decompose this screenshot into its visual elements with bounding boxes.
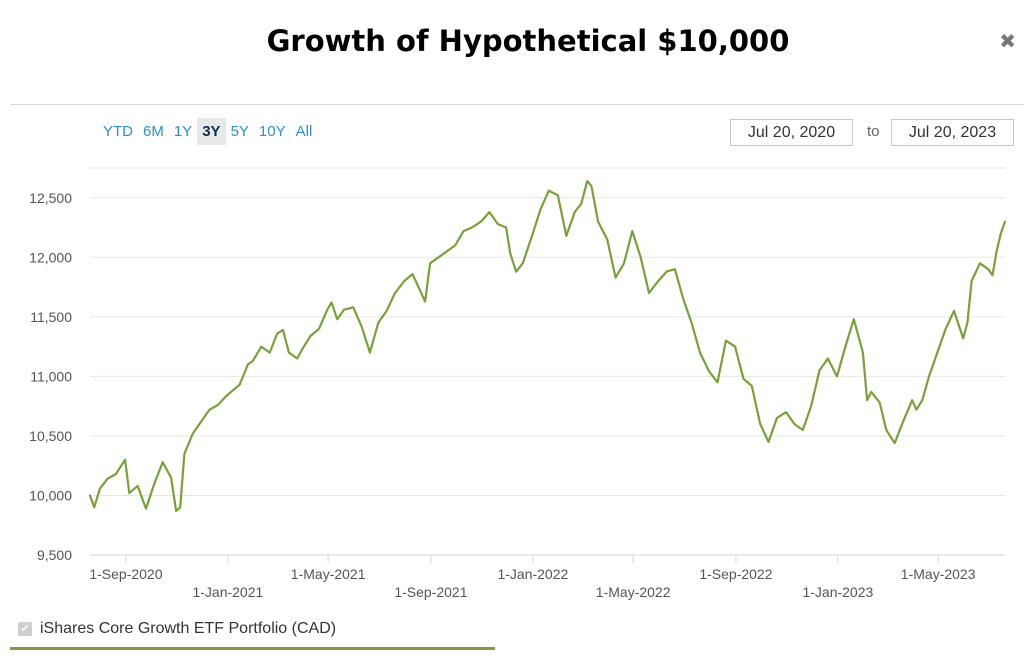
x-tick-label: 1-Jan-2023 — [802, 584, 873, 600]
x-tick-label: 1-Jan-2021 — [192, 584, 263, 600]
y-tick-label: 12,000 — [29, 249, 72, 265]
x-tick-label: 1-Sep-2020 — [89, 566, 162, 582]
range-button-10y[interactable]: 10Y — [258, 123, 286, 140]
growth-line-chart: 9,500 10,000 10,500 11,000 11,500 12,000 12,50… — [29, 167, 1007, 600]
x-tick-label: 1-May-2022 — [596, 584, 671, 600]
range-button-ytd[interactable]: YTD — [103, 123, 133, 140]
y-tick-label: 9,500 — [37, 547, 72, 563]
y-tick-label: 10,500 — [29, 428, 72, 444]
range-button-3y[interactable]: 3Y — [197, 118, 226, 145]
x-tick-label: 1-Sep-2021 — [394, 584, 467, 600]
y-tick-label: 10,000 — [29, 487, 72, 503]
series-line — [88, 180, 1007, 512]
legend-label: iShares Core Growth ETF Portfolio (CAD) — [40, 620, 337, 637]
x-tick-label: 1-May-2021 — [291, 566, 366, 582]
date-separator: to — [867, 123, 880, 140]
range-button-5y[interactable]: 5Y — [230, 123, 249, 140]
start-date-input[interactable]: Jul 20, 2020 — [730, 119, 853, 146]
x-tick-label: 1-May-2023 — [901, 566, 976, 582]
legend-checkbox[interactable]: ✔ — [18, 622, 32, 636]
range-button-6m[interactable]: 6M — [143, 123, 164, 140]
end-date-input[interactable]: Jul 20, 2023 — [891, 119, 1014, 146]
range-button-all[interactable]: All — [295, 123, 313, 140]
range-selector: YTD 6M 1Y 3Y 5Y 10Y All — [98, 118, 317, 145]
y-tick-label: 11,500 — [30, 309, 72, 325]
close-icon[interactable]: ✖ — [999, 29, 1016, 53]
header-divider — [10, 104, 1024, 105]
x-tick-label: 1-Sep-2022 — [699, 566, 772, 582]
legend-item[interactable]: ✔ iShares Core Growth ETF Portfolio (CAD… — [18, 620, 336, 638]
legend-underline — [10, 647, 495, 650]
x-tick-label: 1-Jan-2022 — [497, 566, 568, 582]
page-title: Growth of Hypothetical $10,000 — [266, 24, 790, 58]
y-tick-label: 11,000 — [30, 368, 72, 384]
y-tick-label: 12,500 — [29, 190, 72, 206]
range-button-1y[interactable]: 1Y — [173, 123, 193, 140]
